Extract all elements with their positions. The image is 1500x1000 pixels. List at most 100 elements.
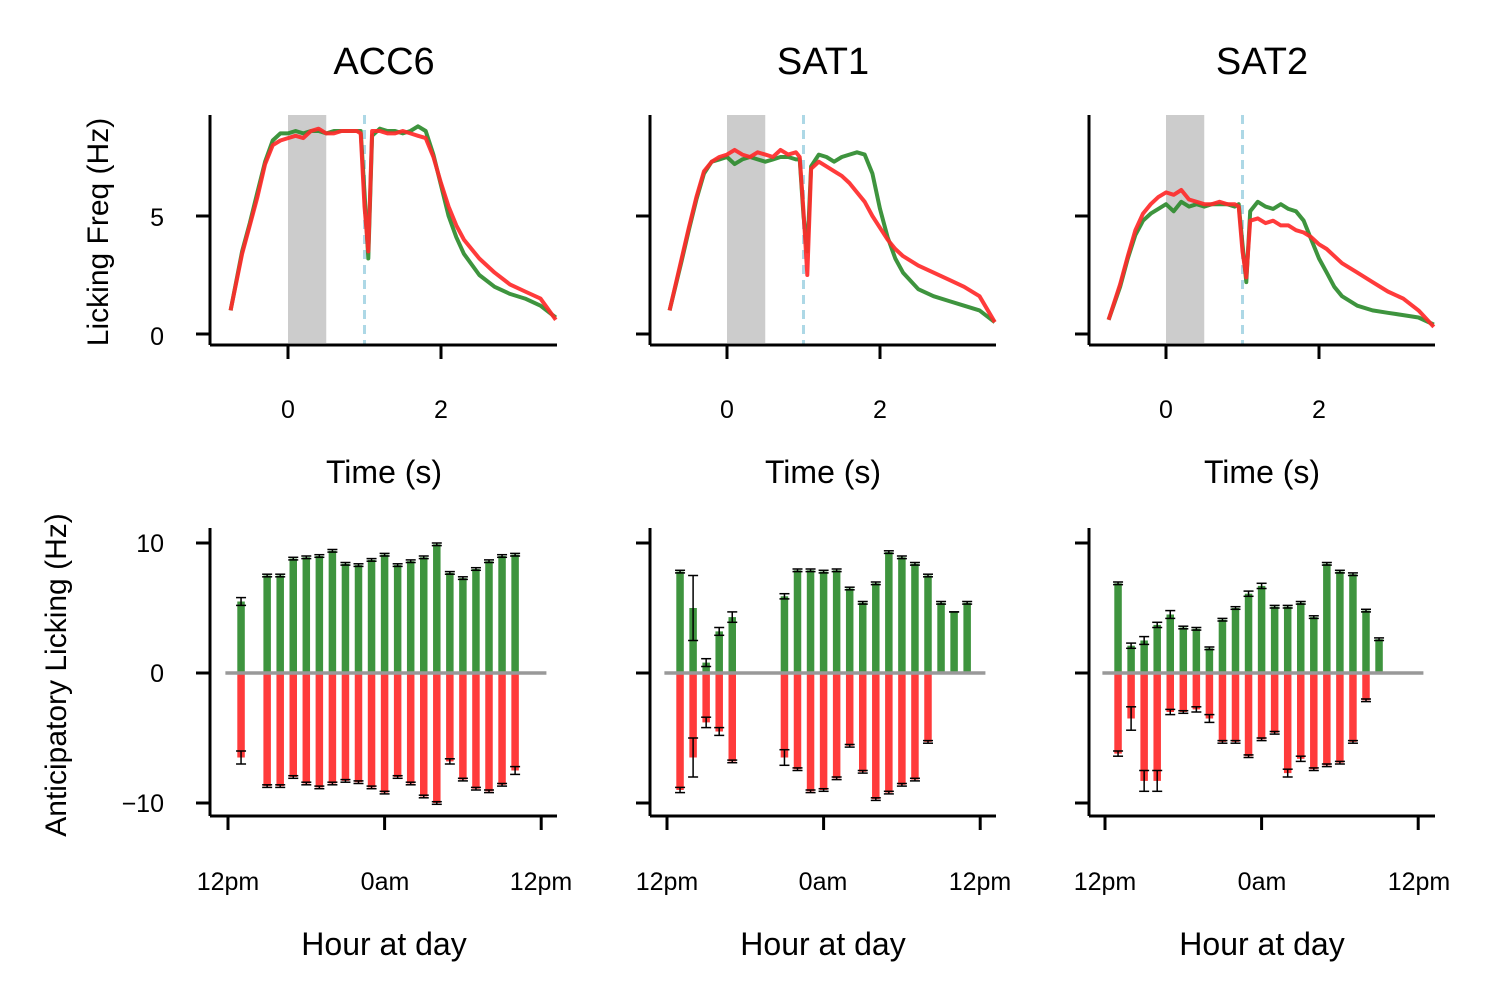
go-bar: [276, 575, 284, 673]
xtick-label-12pm-end-sat1: 12pm: [949, 868, 1012, 896]
nogo-bar: [702, 673, 710, 723]
nogo-bar: [276, 673, 284, 787]
ytick-label-5: 5: [150, 204, 164, 232]
x-axis-label-acc6-top: Time (s): [326, 454, 442, 490]
plot-sat1-licking-freq: [636, 115, 997, 359]
nogo-bar: [832, 673, 841, 779]
go-bar: [406, 561, 415, 673]
go-bar: [676, 571, 684, 673]
y-axis-label-bottom: Anticipatory Licking (Hz): [40, 513, 73, 836]
nogo-bar: [433, 673, 441, 803]
xtick-label-12pm-start-acc6: 12pm: [197, 868, 260, 896]
go-bar: [367, 559, 376, 673]
go-bar: [911, 563, 919, 673]
nogo-bar: [819, 673, 828, 790]
xtick-label-12pm-start-sat2: 12pm: [1074, 868, 1137, 896]
nogo-bar: [263, 673, 271, 787]
go-bar: [393, 565, 402, 673]
go-trace-line: [1106, 199, 1435, 327]
go-bar: [819, 571, 828, 673]
top-tick-labels: 5 0 0 2 0 2 0 2: [150, 204, 1326, 424]
nogo-bar: [1179, 673, 1188, 712]
go-bar: [459, 578, 467, 673]
nogo-trace-line: [667, 147, 997, 324]
nogo-bar: [872, 673, 880, 800]
go-bar: [1297, 602, 1305, 673]
xtick-label-0am-sat2: 0am: [1238, 868, 1287, 896]
nogo-bar: [1270, 673, 1279, 733]
nogo-bar: [302, 673, 311, 784]
nogo-bar: [1140, 673, 1148, 781]
nogo-bar: [1127, 673, 1135, 719]
panel-title-sat2: SAT2: [1216, 41, 1308, 83]
nogo-bar: [1257, 673, 1266, 740]
nogo-bar: [1283, 673, 1292, 774]
go-bar: [950, 611, 958, 673]
go-bar: [793, 570, 802, 673]
nogo-bar: [1323, 673, 1331, 766]
xtick-label-2-sat1: 2: [873, 396, 887, 424]
xtick-label-0-sat2: 0: [1159, 396, 1173, 424]
nogo-bar: [315, 673, 324, 788]
go-bar: [1192, 628, 1201, 673]
nogo-bar: [780, 673, 789, 758]
xtick-label-0am-acc6: 0am: [361, 868, 410, 896]
nogo-bar: [485, 673, 493, 792]
nogo-bar: [859, 673, 867, 772]
nogo-bar: [1114, 673, 1122, 754]
go-bar: [872, 583, 880, 673]
nogo-bar: [1166, 673, 1174, 712]
go-bar: [937, 602, 945, 673]
nogo-bar: [354, 673, 363, 783]
nogo-bar: [1218, 673, 1227, 742]
xtick-label-0-sat1: 0: [720, 396, 734, 424]
stimulus-window: [288, 115, 327, 343]
nogo-bar: [793, 673, 802, 770]
x-axis-label-acc6-bottom: Hour at day: [301, 926, 466, 962]
plot-sat2-licking-freq: [1075, 115, 1436, 359]
xtick-label-0am-sat1: 0am: [799, 868, 848, 896]
go-bar: [1218, 619, 1227, 673]
go-bar: [1231, 608, 1240, 673]
nogo-bar: [845, 673, 854, 746]
go-bar: [898, 557, 906, 673]
go-bar: [1179, 627, 1188, 673]
x-axis-label-sat2-bottom: Hour at day: [1179, 926, 1344, 962]
nogo-trace-line: [228, 126, 558, 321]
nogo-bar: [328, 673, 337, 784]
nogo-bar: [924, 673, 932, 742]
nogo-bar: [420, 673, 428, 797]
nogo-bar: [676, 673, 684, 790]
nogo-bar: [380, 673, 389, 793]
go-bar: [728, 617, 736, 673]
xtick-label-12pm-end-sat2: 12pm: [1388, 868, 1451, 896]
nogo-bar: [1192, 673, 1201, 710]
go-bar: [1153, 624, 1161, 673]
go-trace-line: [667, 150, 997, 324]
go-bar: [1166, 614, 1174, 673]
go-bar: [485, 561, 493, 673]
nogo-bar: [1310, 673, 1318, 770]
nogo-bar: [446, 673, 454, 762]
nogo-bar: [406, 673, 415, 784]
plot-acc6-anticipatory: [196, 528, 557, 830]
go-bar: [702, 662, 710, 673]
nogo-bar: [806, 673, 815, 792]
go-bar: [1283, 606, 1292, 673]
go-bar: [433, 544, 441, 673]
go-bar: [420, 557, 428, 673]
y-axis-label-top: Licking Freq (Hz): [82, 118, 115, 346]
x-axis-label-sat2-top: Time (s): [1204, 454, 1320, 490]
go-bar: [1114, 583, 1122, 673]
ytick-label-10: 10: [136, 530, 164, 558]
nogo-bar: [498, 673, 506, 785]
xtick-label-12pm-start-sat1: 12pm: [636, 868, 699, 896]
nogo-bar: [911, 673, 919, 780]
nogo-bar: [1336, 673, 1344, 763]
nogo-trace-line: [1106, 188, 1436, 329]
go-bar: [1323, 563, 1331, 673]
go-bar: [1270, 606, 1279, 673]
go-bar: [237, 601, 245, 673]
nogo-bar: [689, 673, 697, 758]
go-bar: [1205, 648, 1214, 673]
